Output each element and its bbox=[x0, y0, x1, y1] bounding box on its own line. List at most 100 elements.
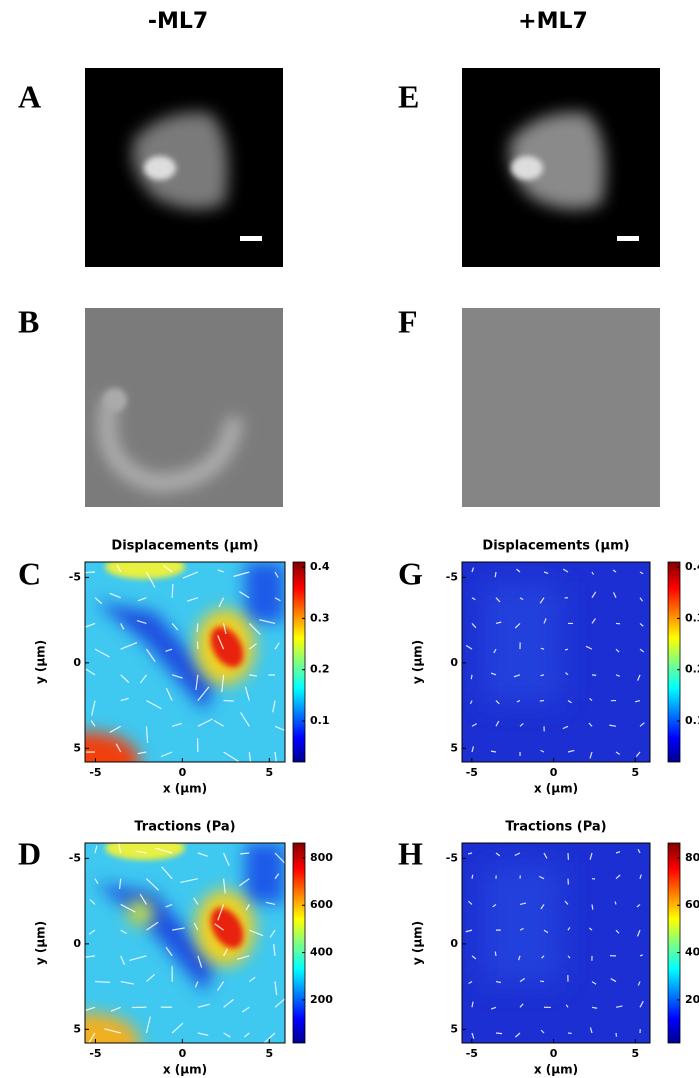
panel-title: Displacements (μm) bbox=[482, 539, 629, 554]
arrow bbox=[541, 648, 544, 649]
colorbar bbox=[668, 562, 680, 762]
low-edge bbox=[245, 843, 285, 903]
x-tick-label: 5 bbox=[266, 766, 274, 779]
x-tick-label: -5 bbox=[466, 1047, 478, 1060]
colorbar-label: 200 bbox=[310, 993, 333, 1006]
panel-letter: F bbox=[398, 303, 418, 339]
y-tick-label: 0 bbox=[450, 656, 458, 669]
x-tick-label: 0 bbox=[550, 766, 558, 779]
heatmap bbox=[40, 836, 288, 1073]
micrograph bbox=[85, 308, 283, 507]
figure: -ML7 +ML7 A B C Displacements (μm) -5 0 5 -5 0 5 x… bbox=[0, 0, 699, 1078]
y-tick-label: 5 bbox=[450, 741, 458, 754]
panel-letter: C bbox=[18, 555, 41, 591]
y-tick-label: 0 bbox=[450, 937, 458, 950]
y-tick-label: -5 bbox=[446, 570, 458, 583]
panel-title: Tractions (Pa) bbox=[505, 820, 606, 835]
colorbar bbox=[293, 843, 305, 1043]
column-title: +ML7 bbox=[518, 9, 588, 34]
y-tick-label: -5 bbox=[446, 851, 458, 864]
yellow bbox=[105, 836, 185, 860]
arrow bbox=[82, 572, 95, 573]
y-axis-label: y (μm) bbox=[34, 921, 48, 965]
x-axis-label: x (μm) bbox=[534, 1063, 578, 1077]
shade bbox=[482, 863, 562, 983]
background bbox=[462, 308, 660, 507]
panel-title: Displacements (μm) bbox=[111, 539, 258, 554]
bright-spot bbox=[144, 156, 176, 180]
colorbar-label: 0.3 bbox=[685, 611, 699, 624]
colorbar-label: 0.4 bbox=[685, 560, 699, 573]
colorbar-label: 400 bbox=[685, 946, 699, 959]
arrow bbox=[471, 675, 472, 679]
x-tick-label: 0 bbox=[179, 1047, 187, 1060]
shade bbox=[482, 582, 562, 702]
colorbar-label: 600 bbox=[685, 898, 699, 911]
colorbar-label: 200 bbox=[685, 993, 699, 1006]
y-axis-label: y (μm) bbox=[34, 640, 48, 684]
arrow bbox=[172, 584, 173, 598]
panel bbox=[462, 562, 650, 762]
yellow bbox=[105, 555, 185, 579]
heatmap bbox=[462, 843, 650, 1043]
colorbar-label: 800 bbox=[685, 851, 699, 864]
panel-letter: E bbox=[398, 78, 419, 114]
y-tick-label: -5 bbox=[69, 570, 81, 583]
x-axis-label: x (μm) bbox=[534, 782, 578, 796]
y-tick-label: 5 bbox=[73, 741, 81, 754]
arrow bbox=[615, 901, 616, 904]
panel-letter: A bbox=[18, 78, 41, 114]
colorbar-label: 0.1 bbox=[310, 714, 330, 727]
y-tick-label: 0 bbox=[73, 656, 81, 669]
panel bbox=[85, 308, 283, 507]
x-tick-label: -5 bbox=[466, 766, 478, 779]
arrow bbox=[495, 952, 496, 956]
arrow bbox=[95, 982, 110, 983]
colorbar-label: 0.1 bbox=[685, 714, 699, 727]
y-tick-label: 5 bbox=[450, 1022, 458, 1035]
panel-letter: D bbox=[18, 835, 41, 871]
scale-bar bbox=[240, 236, 262, 241]
panel bbox=[462, 843, 650, 1043]
x-tick-label: 5 bbox=[266, 1047, 274, 1060]
micrograph bbox=[462, 308, 660, 507]
x-tick-label: -5 bbox=[89, 766, 101, 779]
panel bbox=[40, 555, 285, 792]
y-axis-label: y (μm) bbox=[411, 640, 425, 684]
x-tick-label: 5 bbox=[631, 766, 639, 779]
panel bbox=[40, 836, 288, 1073]
column-title: -ML7 bbox=[148, 9, 208, 34]
arrow bbox=[496, 1033, 502, 1034]
colorbar-label: 0.4 bbox=[310, 560, 330, 573]
colorbar-label: 0.2 bbox=[310, 663, 330, 676]
arrow bbox=[540, 675, 544, 676]
arrow bbox=[197, 623, 198, 632]
panel bbox=[462, 308, 660, 507]
y-axis-label: y (μm) bbox=[411, 921, 425, 965]
colorbar-label: 0.3 bbox=[310, 611, 330, 624]
scale-bar bbox=[617, 236, 639, 241]
panel bbox=[85, 68, 283, 267]
micrograph bbox=[85, 68, 283, 267]
panel-letter: G bbox=[398, 555, 423, 591]
panel-letter: B bbox=[18, 303, 39, 339]
arrow bbox=[592, 904, 593, 909]
panel bbox=[462, 68, 660, 267]
colorbar bbox=[668, 843, 680, 1043]
x-tick-label: 5 bbox=[631, 1047, 639, 1060]
heatmap bbox=[40, 555, 285, 792]
colorbar-label: 600 bbox=[310, 898, 333, 911]
arrow bbox=[592, 675, 596, 676]
panel-letter: H bbox=[398, 835, 423, 871]
x-axis-label: x (μm) bbox=[163, 782, 207, 796]
colorbar bbox=[293, 562, 305, 762]
x-tick-label: -5 bbox=[89, 1047, 101, 1060]
bright-spot bbox=[511, 156, 543, 180]
y-tick-label: -5 bbox=[69, 851, 81, 864]
x-tick-label: 0 bbox=[550, 1047, 558, 1060]
colorbar-label: 800 bbox=[310, 851, 333, 864]
low-edge bbox=[245, 562, 285, 622]
arrow bbox=[472, 875, 473, 879]
colorbar-label: 400 bbox=[310, 946, 333, 959]
x-axis-label: x (μm) bbox=[163, 1063, 207, 1077]
